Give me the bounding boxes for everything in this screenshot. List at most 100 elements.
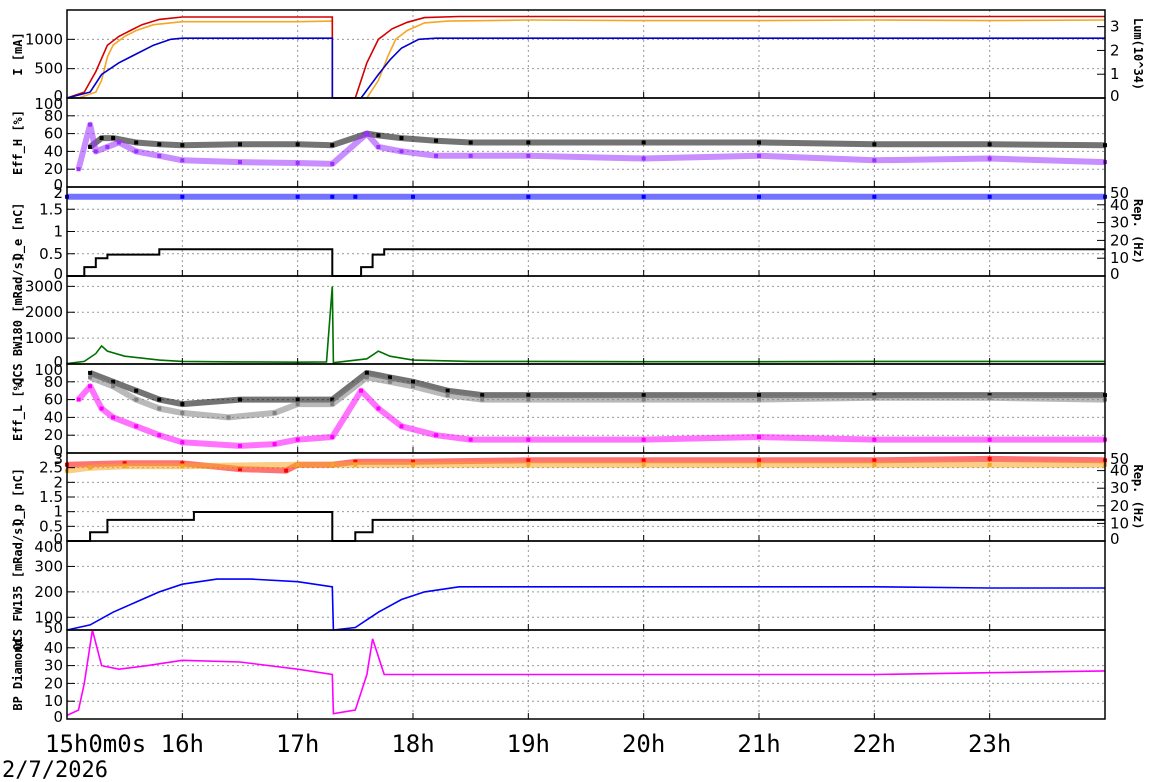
effl-axis-title: Eff_L [%] (11, 376, 26, 441)
current-y-tick-label: 0 (53, 87, 63, 105)
qcs_bw180-axis-title: QCS BW180 [mRad/s] (11, 255, 25, 385)
effl-series-1-point (88, 375, 93, 380)
qp-y-right-tick-label: 50 (1110, 450, 1129, 468)
effl-y-tick-label: 100 (34, 361, 63, 379)
effl-series-2-band (76, 383, 1105, 449)
current-series-1-line (66, 15, 1105, 99)
qcs_bw180-y-tick-label: 2000 (25, 303, 63, 321)
qp-right-axis-title: Rep. (Hz) (1131, 464, 1145, 529)
bp_diamond-y-tick-label: 30 (44, 657, 63, 675)
effl-y-tick-label: 80 (44, 373, 63, 391)
qp-y-right-tick-label: 0 (1110, 530, 1120, 548)
qcs_bw180-series-0-line (66, 286, 1105, 365)
effh-y-tick-label: 80 (44, 107, 63, 125)
qp-y-tick-label: 0.5 (39, 517, 63, 535)
qe-series-1-line (67, 248, 1105, 277)
bp_diamond-y-tick-label: 40 (44, 639, 63, 657)
x-tick-label: 21h (737, 730, 780, 758)
current-y-right-tick-label: 1 (1110, 65, 1120, 83)
qcs_fw135-y-tick-label: 100 (34, 608, 63, 626)
effh-y-tick-label: 20 (44, 160, 63, 178)
qe-y-right-tick-label: 10 (1110, 249, 1129, 267)
qp-y-right-tick-label: 20 (1110, 497, 1129, 515)
x-tick-label: 22h (853, 730, 896, 758)
x-tick-label: 19h (507, 730, 550, 758)
qcs_fw135-frame (66, 540, 1106, 631)
effl-series-1-band (89, 374, 1106, 421)
current-y-right-tick-label: 3 (1110, 18, 1120, 36)
qe-y-tick-label: 0 (53, 265, 63, 283)
effl-y-tick-label: 0 (53, 442, 63, 460)
qe-y-tick-label: 2 (53, 184, 63, 202)
qcs_fw135-y-tick-label: 300 (34, 557, 63, 575)
qcs_bw180-frame (66, 275, 1106, 365)
qe-y-tick-label: 0.5 (39, 245, 63, 263)
qcs_fw135-y-tick-label: 400 (34, 538, 63, 556)
qp-axis-title: Q_p [nC] (11, 468, 26, 526)
qe-right-axis-title: Rep. (Hz) (1131, 199, 1145, 264)
qcs_fw135-y-tick-label: 50 (44, 619, 63, 637)
current-frame (66, 9, 1106, 99)
effh-series-0-band (88, 130, 1106, 150)
effl-series-0-point (88, 370, 93, 375)
qcs_fw135-series-0-line (66, 578, 1105, 631)
bp_diamond-y-tick-label: 10 (44, 692, 63, 710)
x-tick-label: 20h (622, 730, 665, 758)
qp-y-right-tick-label: 10 (1110, 514, 1129, 532)
qp-series-2-line (67, 511, 1105, 542)
effl-y-tick-label: 20 (44, 426, 63, 444)
qp-y-tick-label: 0 (53, 530, 63, 548)
qp-series-1-band (66, 461, 1105, 474)
qe-y-right-tick-label: 40 (1110, 196, 1129, 214)
qe-y-right-tick-label: 20 (1110, 231, 1129, 249)
effh-y-tick-label: 100 (34, 95, 63, 113)
qe-y-tick-label: 1.5 (39, 200, 63, 218)
bp_diamond-y-tick-label: 20 (44, 674, 63, 692)
qp-y-tick-label: 3 (53, 450, 63, 468)
qcs_fw135-axis-title: QCS FW135 [mRad/s] (11, 520, 25, 650)
current-y-tick-label: 1000 (25, 30, 63, 48)
x-tick-label: 17h (276, 730, 319, 758)
date-label: 2/7/2026 (2, 758, 108, 782)
current-axis-title: I [mA] (11, 32, 25, 75)
bp_diamond-series-0-line (66, 629, 1106, 717)
qcs_bw180-y-tick-label: 1000 (25, 329, 63, 347)
qe-y-right-tick-label: 0 (1110, 265, 1120, 283)
x-tick-label: 18h (391, 730, 434, 758)
qp-y-tick-label: 1.5 (39, 488, 63, 506)
effh-axis-title: Eff_H [%] (11, 110, 26, 175)
effl-series-0-band (89, 369, 1105, 408)
qp-y-right-tick-label: 30 (1110, 479, 1129, 497)
current-y-tick-label: 500 (34, 60, 63, 78)
effh-series-0-point (88, 144, 93, 149)
qe-y-right-tick-label: 30 (1110, 214, 1129, 232)
current-y-right-tick-label: 0 (1110, 87, 1120, 105)
qcs_bw180-y-tick-label: 3000 (25, 277, 63, 295)
current-series-2-line (66, 37, 1105, 99)
qp-y-tick-label: 2.5 (39, 459, 63, 477)
effh-series-1-band (75, 121, 1106, 170)
qcs_bw180-y-tick-label: 0 (53, 353, 63, 371)
effl-y-tick-label: 60 (44, 391, 63, 409)
x-tick-label: 15h0m0s (45, 730, 146, 758)
qe-y-tick-label: 1 (53, 223, 63, 241)
bp_diamond-axis-title: BP Diamond (11, 638, 25, 710)
effh-y-tick-label: 60 (44, 125, 63, 143)
x-tick-label: 23h (968, 730, 1011, 758)
qe-axis-title: Q_e [nC] (11, 203, 26, 261)
qp-y-tick-label: 1 (53, 503, 63, 521)
effh-y-tick-label: 0 (53, 176, 63, 194)
bp_diamond-y-tick-label: 0 (53, 708, 63, 726)
effh-y-tick-label: 40 (44, 142, 63, 160)
bp_diamond-frame (66, 629, 1106, 720)
x-tick-label: 16h (161, 730, 204, 758)
qp-y-tick-label: 2 (53, 473, 63, 491)
current-right-axis-title: Lum(10^34) (1131, 18, 1145, 90)
qe-y-right-tick-label: 50 (1110, 184, 1129, 202)
current-series-0-line (67, 19, 1106, 99)
current-y-right-tick-label: 2 (1110, 41, 1120, 59)
effl-y-tick-label: 40 (44, 408, 63, 426)
qcs_fw135-y-tick-label: 200 (34, 583, 63, 601)
qp-y-right-tick-label: 40 (1110, 462, 1129, 480)
